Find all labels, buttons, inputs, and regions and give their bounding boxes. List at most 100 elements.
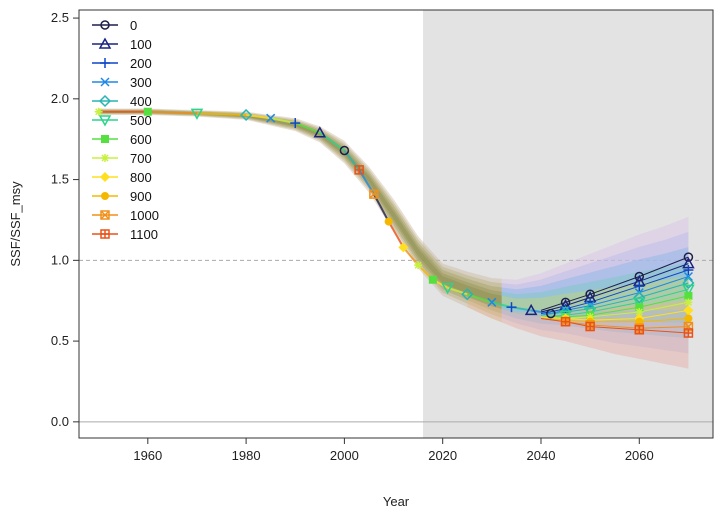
uncertainty-band-hist-4 [98,111,502,306]
historical-point [524,303,538,316]
legend-marker-500 [98,115,112,127]
series-point-1100 [634,325,645,335]
historical-point [354,165,364,175]
series-line-400 [540,282,689,316]
legend-marker-1100 [100,229,110,239]
y-tick-label: 0.5 [51,333,69,348]
legend-marker-300 [100,77,110,87]
y-axis-title: SSF/SSF_msy [8,181,23,267]
x-tick-label: 2060 [625,448,654,463]
legend-marker-0 [100,20,110,30]
x-axis-title: Year [383,494,410,509]
historical-point [339,145,350,156]
legend-label: 300 [130,75,152,90]
legend-item-400: 400 [92,94,152,109]
uncertainty-band-lower-tint [467,297,689,369]
historical-point [190,108,204,120]
y-tick-label: 1.0 [51,252,69,267]
uncertainty-band-hist-0 [98,108,502,323]
historical-segment [491,301,512,309]
legend-label: 700 [130,151,152,166]
legend-marker-200 [100,58,110,68]
legend-marker-600 [101,135,109,143]
series-point-700 [684,298,693,307]
historical-point [240,108,253,122]
series-point-600 [684,291,693,300]
legend-item-0: 0 [92,18,137,33]
y-tick-label: 0.0 [51,414,69,429]
historical-point [461,288,474,301]
legend-item-500: 500 [92,113,152,128]
historical-point [546,308,556,319]
plot-frame [78,9,714,439]
legend-marker-1000 [100,210,110,220]
historical-point [143,107,152,116]
series-point-400 [633,291,646,304]
series-point-1100 [585,321,595,332]
historical-point [313,126,327,138]
legend-item-1000: 1000 [92,208,159,223]
legend-label: 0 [130,18,137,33]
legend-marker-400 [98,94,112,108]
historical-segment [147,110,197,115]
y-tick-label: 2.0 [51,91,69,106]
historical-segment [387,221,405,248]
historical-point [487,297,497,307]
series-point-0 [634,271,645,282]
series-point-200 [634,281,645,292]
historical-point [506,302,517,313]
legend-item-900: 900 [92,189,152,204]
x-tick-label: 1980 [232,448,261,463]
legend-label: 200 [130,56,152,71]
series-point-300 [683,271,693,282]
legend: 0 100 200 300 400 500 600 700 800 900 1000 1100 [92,18,159,242]
series-point-500 [633,297,646,309]
series-point-1100 [560,316,571,327]
series-point-500 [682,284,695,296]
historical-point [384,217,393,226]
historical-point [369,189,379,199]
legend-label: 500 [130,113,152,128]
legend-item-700: 700 [92,151,152,166]
legend-item-1100: 1100 [92,227,158,242]
historical-point [441,283,454,295]
series-point-900 [684,314,693,323]
legend-item-600: 600 [92,132,152,147]
x-tick-label: 2000 [330,448,359,463]
legend-item-800: 800 [92,170,152,185]
legend-marker-100 [98,37,112,49]
legend-label: 100 [130,37,152,52]
legend-label: 1100 [130,227,158,242]
historical-segment [294,122,321,134]
historical-point [398,242,409,253]
legend-label: 400 [130,94,152,109]
legend-marker-900 [101,192,109,200]
legend-item-300: 300 [92,75,152,90]
legend-label: 600 [130,132,152,147]
x-tick-label: 1960 [133,448,162,463]
historical-point [266,113,276,123]
series-point-1100 [683,328,694,338]
legend-label: 900 [130,189,152,204]
projection-period-shade [423,10,713,438]
series-point-0 [683,252,694,262]
historical-point [94,107,103,116]
historical-segment [270,117,296,125]
historical-point [290,118,301,129]
y-tick-label: 2.5 [51,10,69,25]
historical-point [414,261,423,270]
historical-point [428,275,437,284]
legend-marker-700 [101,154,109,162]
legend-label: 800 [130,170,152,185]
series-point-400 [682,276,695,290]
series-point-800 [683,305,694,316]
y-tick-label: 1.5 [51,172,69,187]
legend-item-100: 100 [92,37,152,52]
legend-label: 1000 [130,208,159,223]
legend-item-200: 200 [92,56,152,71]
x-tick-label: 2040 [527,448,556,463]
series-point-200 [560,303,571,314]
series-point-600 [635,303,644,312]
series-line-0 [540,256,689,311]
